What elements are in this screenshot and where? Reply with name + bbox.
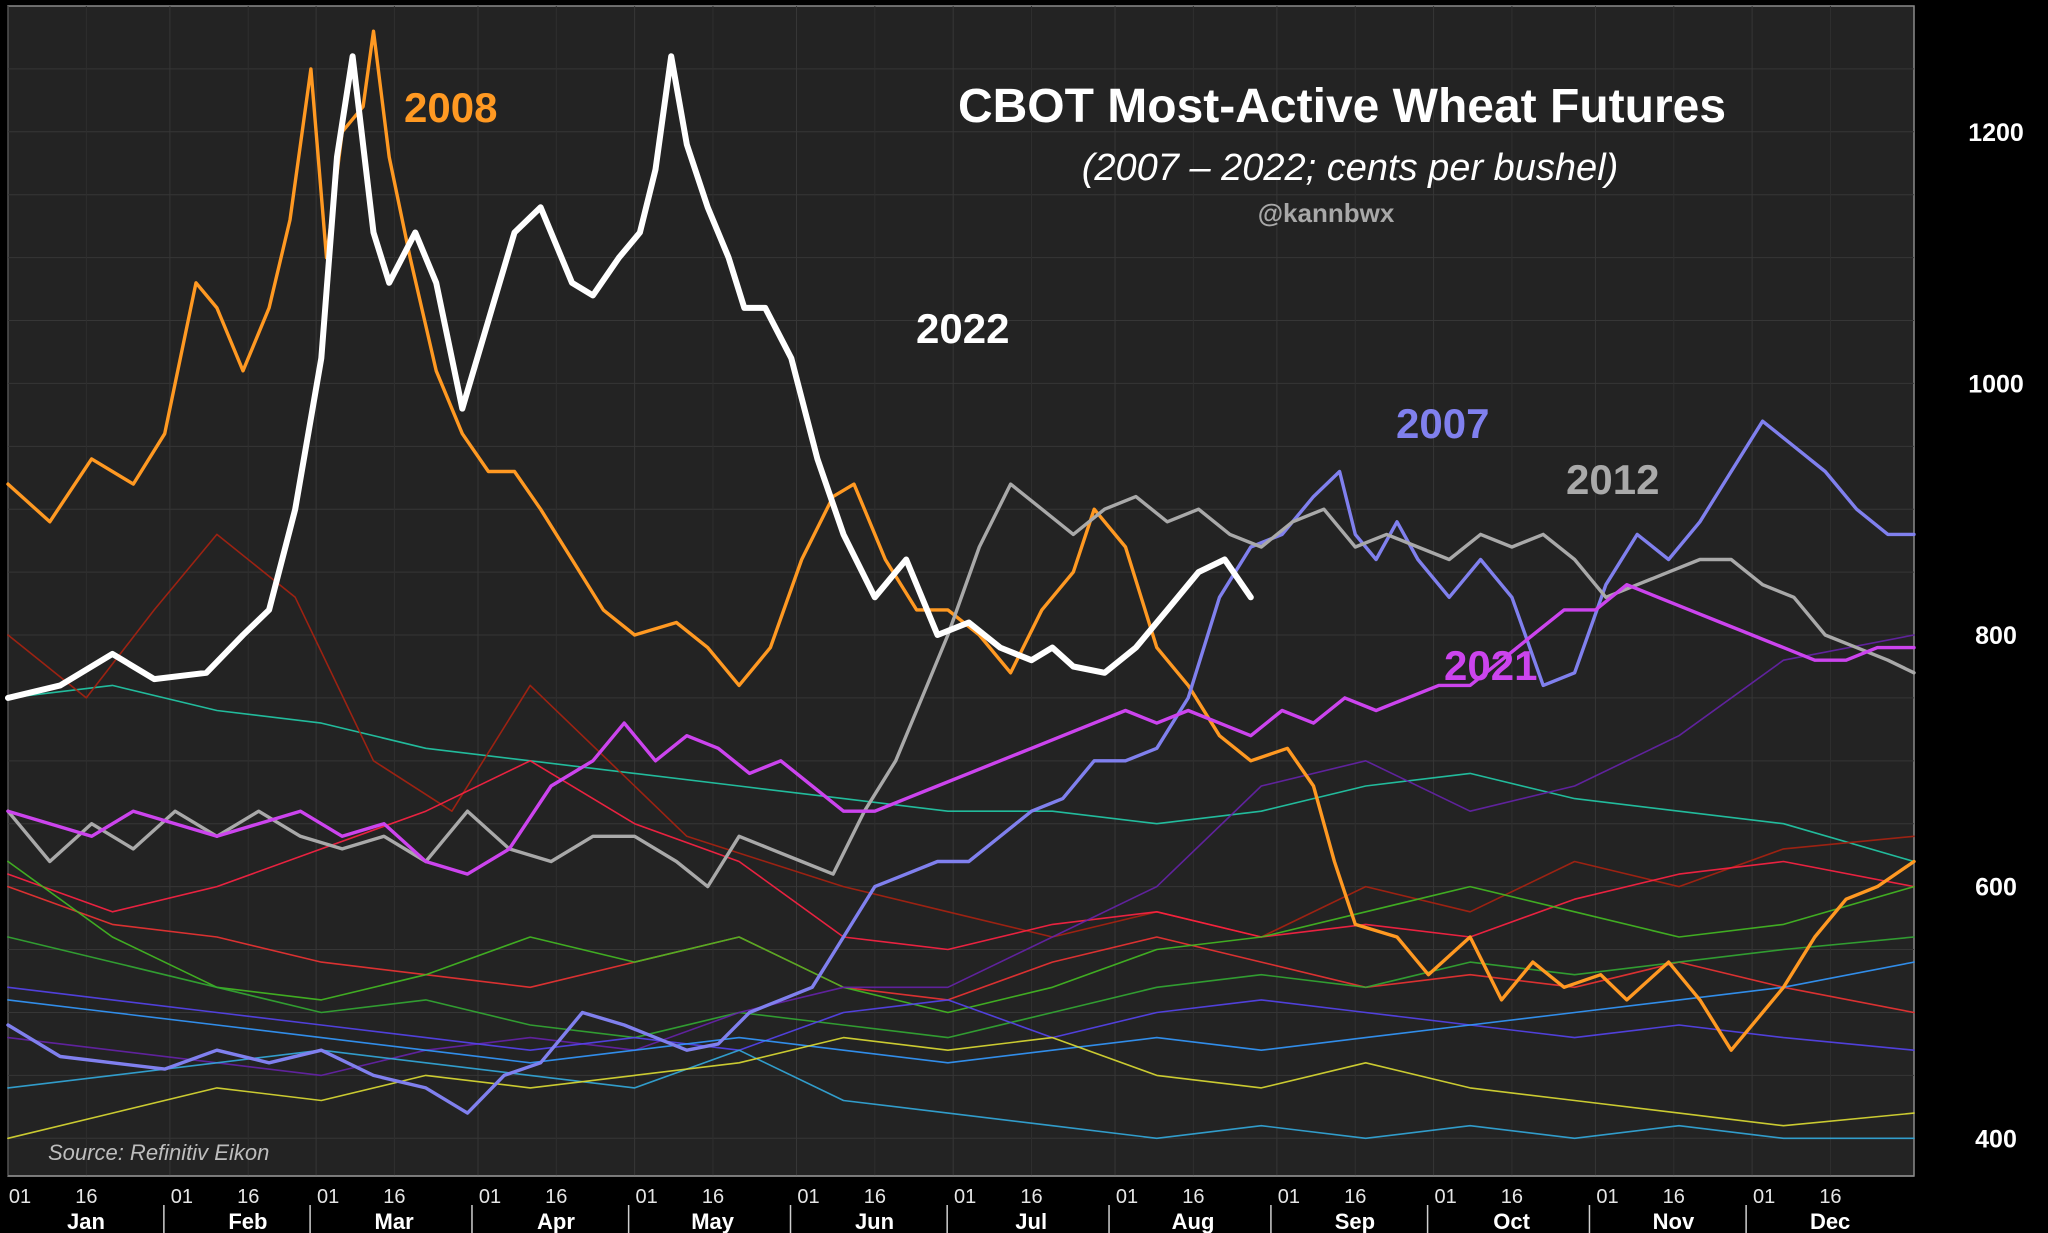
x-tick-label: 16 bbox=[1501, 1186, 1523, 1208]
x-tick-label: 16 bbox=[1020, 1186, 1042, 1208]
x-tick-label: 16 bbox=[1344, 1186, 1366, 1208]
x-month-label: Jul bbox=[1015, 1209, 1047, 1233]
x-tick-label: 01 bbox=[171, 1186, 193, 1208]
y-tick-label: 800 bbox=[1975, 622, 2017, 650]
y-tick-label: 1000 bbox=[1968, 370, 2024, 398]
series-line-bg-darkred bbox=[7, 533, 1915, 938]
x-tick-label: 16 bbox=[545, 1186, 567, 1208]
x-month-label: May bbox=[691, 1209, 735, 1233]
series-label-2008: 2008 bbox=[404, 84, 497, 131]
y-axis: 400 600 800 1000 1200 bbox=[1968, 119, 2024, 1153]
y-tick-label: 1200 bbox=[1968, 119, 2024, 147]
x-tick-label: 16 bbox=[702, 1186, 724, 1208]
x-tick-label: 16 bbox=[1663, 1186, 1685, 1208]
x-tick-label: 01 bbox=[797, 1186, 819, 1208]
x-month-label: Mar bbox=[375, 1209, 415, 1233]
x-month-label: Jan bbox=[67, 1209, 105, 1233]
series-label-2007: 2007 bbox=[1396, 400, 1489, 447]
series-line-bg-darkgreen bbox=[7, 936, 1915, 1039]
x-tick-label: 01 bbox=[1278, 1186, 1300, 1208]
x-tick-label: 01 bbox=[954, 1186, 976, 1208]
x-month-label: Apr bbox=[537, 1209, 575, 1233]
chart-handle: @kannbwx bbox=[1258, 198, 1395, 228]
series-line-2007 bbox=[6, 419, 1916, 1115]
x-tick-label: 16 bbox=[75, 1186, 97, 1208]
highlighted-series bbox=[5, 29, 1916, 1115]
x-tick-label: 16 bbox=[864, 1186, 886, 1208]
x-month-label: Jun bbox=[855, 1209, 894, 1233]
x-month-label: Nov bbox=[1653, 1209, 1695, 1233]
series-label-2012: 2012 bbox=[1566, 456, 1659, 503]
series-line-bg-green bbox=[7, 860, 1915, 1014]
x-month-label: Dec bbox=[1810, 1209, 1850, 1233]
x-month-label: Oct bbox=[1493, 1209, 1530, 1233]
series-label-2021: 2021 bbox=[1444, 642, 1537, 689]
x-tick-label: 16 bbox=[237, 1186, 259, 1208]
series-line-bg-blue bbox=[7, 961, 1915, 1064]
y-tick-label: 400 bbox=[1975, 1125, 2017, 1153]
source-note: Source: Refinitiv Eikon bbox=[48, 1140, 269, 1165]
x-tick-label: 16 bbox=[1182, 1186, 1204, 1208]
x-month-label: Aug bbox=[1172, 1209, 1215, 1233]
series-line-bg-indigo bbox=[7, 986, 1915, 1051]
series-line-2012 bbox=[6, 482, 1916, 889]
series-label-2022: 2022 bbox=[916, 305, 1009, 352]
x-month-label: Feb bbox=[228, 1209, 267, 1233]
chart-subtitle: (2007 – 2022; cents per bushel) bbox=[1082, 147, 1619, 189]
x-tick-label: 01 bbox=[1116, 1186, 1138, 1208]
y-tick-label: 600 bbox=[1975, 874, 2017, 902]
x-tick-label: 01 bbox=[1434, 1186, 1456, 1208]
x-tick-label: 16 bbox=[1819, 1186, 1841, 1208]
series-line-bg-red bbox=[7, 760, 1915, 951]
series-line-bg-teal bbox=[7, 684, 1915, 863]
series-line-2008 bbox=[6, 29, 1916, 1052]
gridlines bbox=[7, 6, 1914, 1176]
series-line-2022 bbox=[5, 53, 1254, 701]
x-tick-label: 01 bbox=[317, 1186, 339, 1208]
x-tick-label: 01 bbox=[1753, 1186, 1775, 1208]
series-line-bg-yellow bbox=[7, 1036, 1915, 1140]
chart-title: CBOT Most-Active Wheat Futures bbox=[958, 80, 1726, 133]
x-month-label: Sep bbox=[1335, 1209, 1375, 1233]
x-tick-label: 01 bbox=[1596, 1186, 1618, 1208]
x-tick-label: 01 bbox=[636, 1186, 658, 1208]
x-tick-label: 16 bbox=[383, 1186, 405, 1208]
series-line-bg-purple bbox=[7, 634, 1915, 1077]
background-series bbox=[7, 533, 1915, 1140]
x-tick-label: 01 bbox=[479, 1186, 501, 1208]
series-line-2021 bbox=[6, 583, 1916, 876]
x-tick-label: 01 bbox=[9, 1186, 31, 1208]
